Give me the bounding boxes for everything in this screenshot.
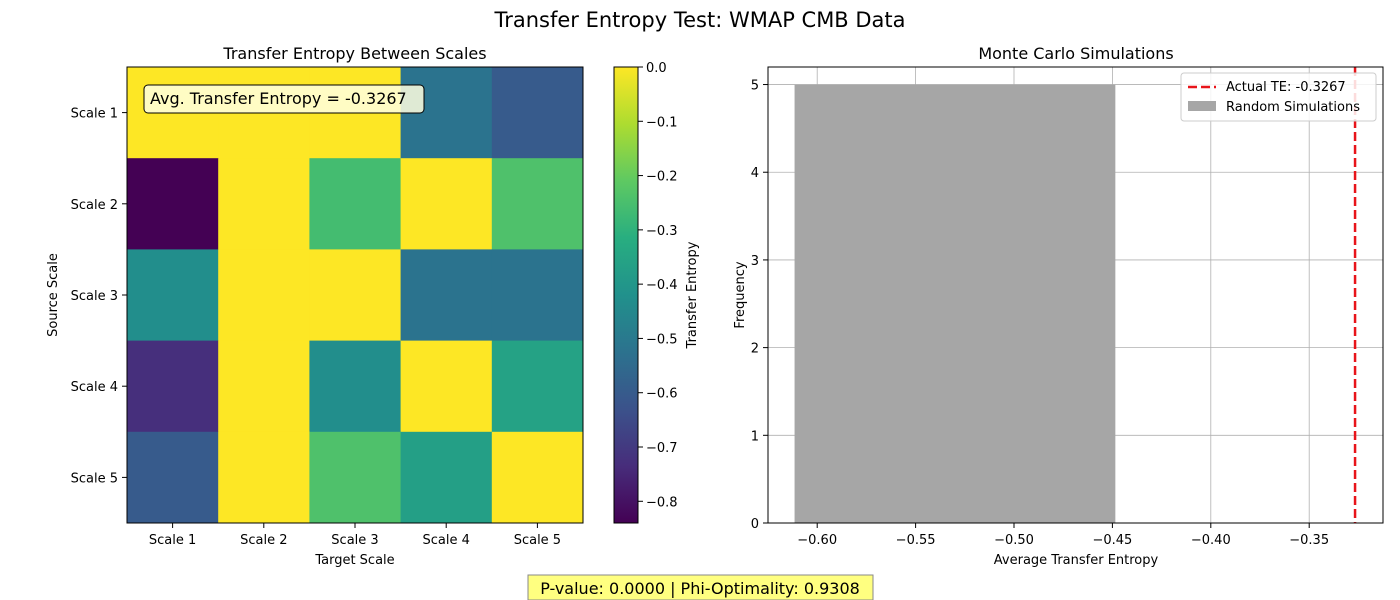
annotation-text: Avg. Transfer Entropy = -0.3267 [150,89,407,108]
heatmap-cell [309,431,402,524]
x-tick-label: −0.55 [896,533,936,548]
histogram-legend: Actual TE: -0.3267 Random Simulations [1180,72,1377,122]
footer-box [527,574,874,600]
legend-actual-label: Actual TE: -0.3267 [1226,80,1346,95]
heatmap-y-ticks: Scale 1 Scale 2 Scale 3 Scale 4 Scale 5 [71,107,127,486]
colorbar-label: Transfer Entropy [685,241,700,349]
figure-title: Transfer Entropy Test: WMAP CMB Data [493,8,905,32]
heatmap-cell [127,158,219,250]
x-tick-label: −0.35 [1289,533,1329,548]
histogram-x-label: Average Transfer Entropy [994,553,1159,568]
x-tick-label: Scale 2 [240,533,287,548]
heatmap-cell [400,340,493,433]
y-tick-label: Scale 1 [71,107,118,122]
histogram-panel: Monte Carlo Simulations −0.60 −0.55 −0.50−… [733,44,1384,568]
colorbar-gradient [613,66,639,524]
y-tick-label: 5 [751,79,759,94]
heatmap-cell [491,67,584,159]
annotation-box [143,84,425,114]
histogram-title: Monte Carlo Simulations [978,44,1173,63]
heatmap-cell [218,340,310,433]
x-tick-label: −0.60 [797,533,837,548]
x-tick-label: Scale 1 [149,533,196,548]
heatmap-y-label: Source Scale [46,253,61,337]
x-tick-label: Scale 4 [423,533,470,548]
histogram-bar [794,84,1116,524]
heatmap-cell [309,158,402,250]
colorbar-tick-label: −0.2 [646,170,678,185]
heatmap-cell [218,249,310,342]
y-tick-label: 4 [751,166,759,181]
heatmap-cell [491,249,584,342]
histogram-y-label: Frequency [733,261,748,328]
x-tick-label: −0.40 [1191,533,1231,548]
heatmap-cell [309,249,402,342]
heatmap-annotation: Avg. Transfer Entropy = -0.3267 [143,84,425,114]
x-tick-label: −0.50 [994,533,1034,548]
y-tick-label: 0 [751,517,759,532]
colorbar-tick-label: −0.4 [646,278,678,293]
colorbar: 0.0 −0.1 −0.2 −0.3 −0.4 −0.5 −0.6 −0.7 −0.8 Tran… [613,61,700,524]
y-tick-label: Scale 2 [71,198,118,213]
heatmap-title: Transfer Entropy Between Scales [222,44,486,63]
x-tick-label: Scale 3 [331,533,378,548]
histogram-x-ticks: −0.60 −0.55 −0.50 −0.45 −0.40 −0.35 [797,523,1329,548]
heatmap-cell [400,249,493,342]
y-tick-label: Scale 3 [71,289,118,304]
heatmap-cell [491,158,584,250]
heatmap-x-label: Target Scale [314,553,394,568]
colorbar-ticks: 0.0 −0.1 −0.2 −0.3 −0.4 −0.5 −0.6 −0.7 −0.8 [638,61,678,510]
y-tick-label: 1 [751,429,759,444]
colorbar-tick-label: −0.5 [646,332,678,347]
heatmap-cell [491,431,584,524]
colorbar-tick-label: 0.0 [646,61,667,76]
heatmap-cell [218,158,310,250]
y-tick-label: 2 [751,342,759,357]
heatmap-cell [400,431,493,524]
colorbar-tick-label: −0.7 [646,441,678,456]
heatmap-cell [127,249,219,342]
colorbar-tick-label: −0.8 [646,495,678,510]
y-tick-label: 3 [751,254,759,269]
x-tick-label: −0.45 [1092,533,1132,548]
legend-box [1180,72,1377,122]
footer-text: P-value: 0.0000 | Phi-Optimality: 0.9308 [540,579,860,598]
heatmap-cell [309,340,402,433]
legend-random-label: Random Simulations [1226,100,1360,115]
heatmap-cell [218,431,310,524]
legend-patch-swatch [1188,101,1216,111]
y-tick-label: Scale 4 [71,380,118,395]
colorbar-tick-label: −0.6 [646,387,678,402]
histogram-frame [767,66,1384,524]
heatmap-x-ticks: Scale 1 Scale 2 Scale 3 Scale 4 Scale 5 [149,523,561,548]
heatmap-cell [127,340,219,433]
colorbar-tick-label: −0.1 [646,115,678,130]
heatmap-cells [127,67,584,524]
x-tick-label: Scale 5 [514,533,561,548]
histogram-y-ticks: 0 1 2 3 4 5 [751,79,768,532]
heatmap-cell [400,158,493,250]
heatmap-cell [127,431,219,524]
histogram-bars [794,84,1116,524]
heatmap-cell [491,340,584,433]
y-tick-label: Scale 5 [71,471,118,486]
colorbar-tick-label: −0.3 [646,224,678,239]
footer-stats: P-value: 0.0000 | Phi-Optimality: 0.9308 [527,574,874,600]
